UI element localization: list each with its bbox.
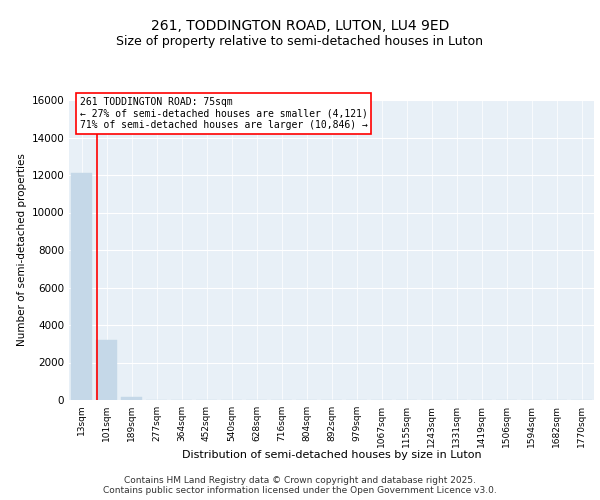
X-axis label: Distribution of semi-detached houses by size in Luton: Distribution of semi-detached houses by … xyxy=(182,450,481,460)
Bar xyxy=(71,173,92,400)
Text: 261, TODDINGTON ROAD, LUTON, LU4 9ED: 261, TODDINGTON ROAD, LUTON, LU4 9ED xyxy=(151,18,449,32)
Bar xyxy=(121,397,142,400)
Text: 261 TODDINGTON ROAD: 75sqm
← 27% of semi-detached houses are smaller (4,121)
71%: 261 TODDINGTON ROAD: 75sqm ← 27% of semi… xyxy=(79,97,367,130)
Bar xyxy=(96,340,117,400)
Text: Contains HM Land Registry data © Crown copyright and database right 2025.
Contai: Contains HM Land Registry data © Crown c… xyxy=(103,476,497,495)
Y-axis label: Number of semi-detached properties: Number of semi-detached properties xyxy=(17,154,27,346)
Text: Size of property relative to semi-detached houses in Luton: Size of property relative to semi-detach… xyxy=(116,34,484,48)
